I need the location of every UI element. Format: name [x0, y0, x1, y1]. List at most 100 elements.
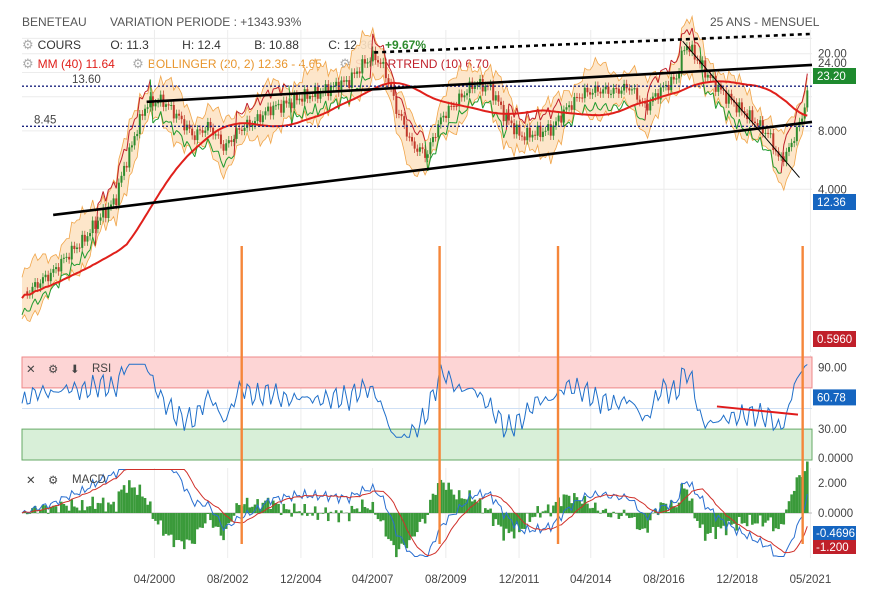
supertrend-segment	[419, 130, 423, 133]
macd-histogram-bar	[162, 513, 165, 536]
rsi-panel[interactable]: ✕ ⚙ ⬇ RSI 90.00 30.00 0.0000 60.78	[21, 356, 856, 465]
macd-histogram-bar	[88, 506, 92, 513]
supertrend-segment	[291, 111, 295, 126]
supertrend-segment	[411, 124, 416, 133]
value-tag	[813, 331, 856, 347]
candle-body	[128, 147, 131, 168]
supertrend-segment	[176, 130, 180, 133]
period-label[interactable]: 25 ANS - MENSUEL	[710, 15, 820, 29]
y-tick-label: 4.000	[818, 184, 847, 196]
price-panel[interactable]: 13.608.4520.0016.008.0004.00024.0023.201…	[21, 14, 856, 558]
macd-histogram-bar	[313, 506, 317, 513]
candle-body	[136, 134, 139, 137]
gear-icon[interactable]: ⚙	[132, 56, 144, 71]
candle-body	[327, 84, 330, 97]
macd-histogram-bar	[287, 509, 291, 513]
candle-body	[594, 85, 597, 93]
candle-body	[282, 100, 285, 113]
supertrend-segment	[757, 136, 761, 143]
x-tick-label: 04/2014	[570, 574, 612, 586]
supertrend-segment	[552, 104, 557, 110]
supertrend-segment	[655, 76, 659, 83]
macd-histogram-bar	[374, 513, 377, 515]
supertrend-segment	[100, 191, 104, 201]
candle-body	[505, 113, 508, 122]
supertrend-segment	[202, 146, 206, 150]
gear-icon[interactable]: ⚙	[22, 37, 34, 52]
supertrend-segment	[555, 98, 560, 105]
y-tick-label: 20.00	[818, 49, 847, 61]
x-tick-label: 08/2009	[425, 574, 467, 586]
macd-histogram-bar	[340, 510, 343, 513]
macd-histogram-bar	[54, 506, 58, 513]
macd-histogram-bar	[507, 513, 511, 534]
gear-icon[interactable]: ⚙	[22, 56, 34, 71]
symbol-label: BENETEAU	[22, 15, 87, 29]
macd-histogram-bar	[552, 505, 555, 513]
candle-body	[44, 274, 47, 278]
candle-body	[471, 81, 474, 89]
supertrend-segment	[615, 105, 620, 111]
supertrend-segment	[539, 114, 544, 121]
macd-histogram-bar	[337, 513, 341, 523]
close-icon: ✕	[26, 364, 36, 376]
macd-histogram-bar	[628, 513, 631, 519]
macd-histogram-bar	[473, 499, 477, 513]
macd-histogram-bar	[638, 513, 642, 531]
supertrend-segment	[581, 104, 586, 116]
supertrend-segment	[649, 79, 654, 86]
candle-body	[269, 106, 272, 116]
macd-histogram-bar	[457, 490, 461, 513]
macd-histogram-bar	[381, 513, 385, 521]
gear-icon[interactable]: ⚙	[339, 56, 351, 71]
candle-body	[89, 233, 92, 237]
macd-histogram-bar	[672, 506, 676, 513]
candle-body	[497, 95, 500, 102]
macd-histogram-bar	[59, 501, 63, 513]
supertrend-segment	[503, 129, 507, 139]
supertrend-segment	[94, 203, 99, 246]
supertrend-segment	[720, 105, 724, 108]
candle-body	[332, 86, 335, 88]
supertrend-segment	[437, 133, 442, 142]
macd-histogram-bar	[675, 507, 678, 513]
supertrend-segment	[429, 153, 434, 160]
candle-body	[285, 100, 288, 104]
macd-histogram-bar	[298, 511, 301, 513]
supertrend-segment	[66, 273, 70, 277]
supertrend-segment	[283, 83, 287, 88]
candle-body	[596, 85, 599, 92]
macd-histogram-bar	[426, 513, 430, 515]
candle-body	[458, 93, 461, 107]
candle-body	[623, 83, 626, 91]
macd-label: MACD	[72, 474, 106, 486]
candle-body	[706, 74, 709, 78]
candle-body	[130, 145, 133, 148]
supertrend-segment	[799, 101, 803, 106]
supertrend-segment	[500, 121, 505, 138]
macd-histogram-bar	[761, 513, 765, 527]
macd-tick-label: 0.0000	[818, 508, 853, 520]
macd-histogram-bar	[573, 493, 576, 513]
supertrend-segment	[71, 262, 75, 267]
macd-histogram-bar	[497, 513, 500, 525]
macd-histogram-bar	[515, 513, 519, 525]
macd-histogram-bar	[484, 508, 487, 513]
candle-body	[759, 120, 762, 126]
candle-body	[319, 92, 322, 99]
candle-body	[604, 86, 607, 90]
candle-body	[75, 247, 78, 249]
supertrend-segment	[79, 251, 83, 265]
supertrend-segment	[372, 33, 376, 44]
trend-resistance-line	[146, 63, 813, 104]
macd-histogram-bar	[334, 510, 338, 513]
macd-histogram-bar	[28, 513, 32, 514]
macd-histogram-bar	[285, 509, 288, 513]
candle-body	[753, 121, 756, 124]
supertrend-segment	[338, 97, 342, 110]
candle-body	[570, 105, 573, 110]
candle-body	[235, 128, 238, 139]
supertrend-segment	[317, 108, 321, 116]
candle-body	[481, 78, 484, 92]
